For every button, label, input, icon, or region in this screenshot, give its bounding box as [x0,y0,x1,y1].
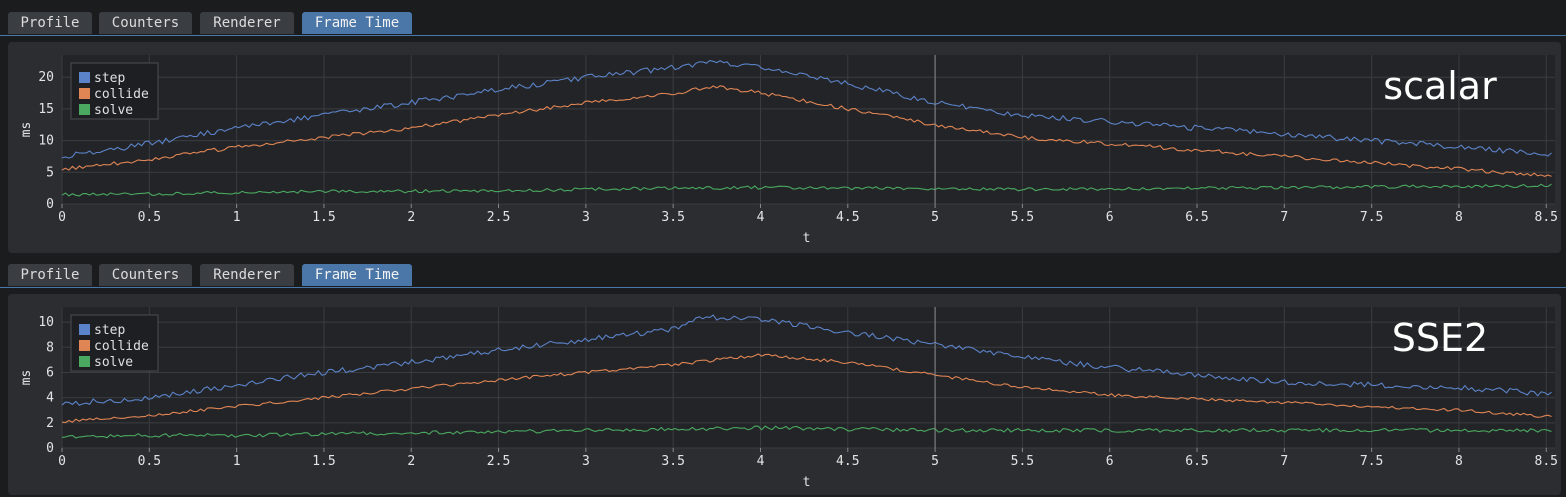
series-line-step [61,59,1552,159]
x-tick-label: 2 [407,210,415,225]
x-tick-label: 0.5 [138,454,161,469]
legend-swatch-solve [79,104,90,115]
x-tick-label: 1.5 [312,454,335,469]
y-tick-label: 20 [38,70,54,85]
y-tick-label: 4 [46,391,54,406]
tab-profile[interactable]: Profile [8,12,92,34]
tab-profile[interactable]: Profile [8,264,92,286]
tab-counters[interactable]: Counters [99,264,192,286]
y-tick-label: 10 [38,315,54,330]
y-tick-label: 0 [46,197,54,212]
x-tick-label: 5.5 [1011,210,1034,225]
x-tick-label: 2 [407,454,415,469]
x-tick-label: 7.5 [1360,454,1383,469]
x-tick-label: 7.5 [1360,210,1383,225]
x-tick-label: 8.5 [1535,210,1558,225]
overlay-label: SSE2 [1392,316,1488,360]
x-tick-label: 4 [757,210,765,225]
x-axis-label: t [803,231,811,246]
x-tick-label: 3 [582,210,590,225]
y-tick-label: 5 [46,165,54,180]
x-tick-label: 4.5 [836,454,859,469]
frame-time-panel: 0 0.5 1 1.5 2 2.5 3 3.5 4 4.5 5 5.5 6 6.5 7 7.5 8 8.5 0 5 10… [8,42,1561,253]
x-tick-label: 1.5 [312,210,335,225]
x-tick-label: 7 [1280,210,1288,225]
legend-swatch-step [79,324,90,335]
x-tick-label: 5 [931,454,939,469]
legend-swatch-solve [79,356,90,367]
x-tick-label: 6.5 [1185,454,1208,469]
legend-swatch-collide [79,88,90,99]
y-tick-label: 10 [38,134,54,149]
y-axis-label: ms [19,370,34,386]
frame-time-plot[interactable]: 0 0.5 1 1.5 2 2.5 3 3.5 4 4.5 5 5.5 6 6.5 7 7.5 8 8.5 0 5 10… [8,42,1561,253]
series-line-step [61,314,1552,406]
x-tick-label: 3.5 [661,210,684,225]
tab-bar: Profile Counters Renderer Frame Time [0,264,1566,288]
x-tick-label: 2.5 [487,210,510,225]
x-tick-label: 0 [58,454,66,469]
tab-underline [0,35,1566,36]
x-tick-label: 8.5 [1535,454,1558,469]
x-tick-label: 1 [233,454,241,469]
tab-counters[interactable]: Counters [99,12,192,34]
legend-label-solve: solve [94,103,133,118]
plot-area [62,55,1555,204]
overlay-label: scalar [1383,64,1497,108]
x-tick-label: 3 [582,454,590,469]
tab-frame-time[interactable]: Frame Time [302,264,412,286]
x-tick-label: 8 [1455,210,1463,225]
tab-underline [0,287,1566,288]
tab-bar: Profile Counters Renderer Frame Time [0,12,1566,36]
x-tick-label: 3.5 [661,454,684,469]
x-tick-label: 6 [1106,454,1114,469]
legend-label-collide: collide [94,87,149,102]
legend-label-solve: solve [94,355,133,370]
x-tick-label: 1 [233,210,241,225]
series-line-collide [61,85,1552,177]
y-axis-label: ms [19,122,34,138]
tab-renderer[interactable]: Renderer [200,264,294,286]
y-tick-label: 8 [46,340,54,355]
frame-time-plot[interactable]: 0 0.5 1 1.5 2 2.5 3 3.5 4 4.5 5 5.5 6 6.5 7 7.5 8 8.5 0 2 4 6… [8,294,1561,495]
x-axis-label: t [803,475,811,490]
legend-label-step: step [94,71,125,86]
series-line-solve [61,183,1552,197]
y-tick-label: 15 [38,102,54,117]
series-line-solve [61,425,1552,439]
x-tick-label: 6.5 [1185,210,1208,225]
legend-label-collide: collide [94,339,149,354]
x-tick-label: 5 [931,210,939,225]
profiler-panel-bottom: Profile Counters Renderer Frame Time 0 0.… [0,264,1566,496]
x-tick-label: 2.5 [487,454,510,469]
series-line-collide [61,353,1552,424]
y-tick-label: 6 [46,365,54,380]
plot-area [62,307,1555,448]
legend-swatch-step [79,72,90,83]
x-tick-label: 6 [1106,210,1114,225]
frame-time-panel: 0 0.5 1 1.5 2 2.5 3 3.5 4 4.5 5 5.5 6 6.5 7 7.5 8 8.5 0 2 4 6… [8,294,1561,495]
y-tick-label: 2 [46,416,54,431]
x-tick-label: 4 [757,454,765,469]
x-tick-label: 0 [58,210,66,225]
x-tick-label: 4.5 [836,210,859,225]
legend-label-step: step [94,323,125,338]
profiler-panel-top: Profile Counters Renderer Frame Time 0 0.… [0,12,1566,253]
tab-frame-time[interactable]: Frame Time [302,12,412,34]
tab-renderer[interactable]: Renderer [200,12,294,34]
x-tick-label: 0.5 [138,210,161,225]
x-tick-label: 8 [1455,454,1463,469]
y-tick-label: 0 [46,441,54,456]
x-tick-label: 7 [1280,454,1288,469]
legend-swatch-collide [79,340,90,351]
x-tick-label: 5.5 [1011,454,1034,469]
